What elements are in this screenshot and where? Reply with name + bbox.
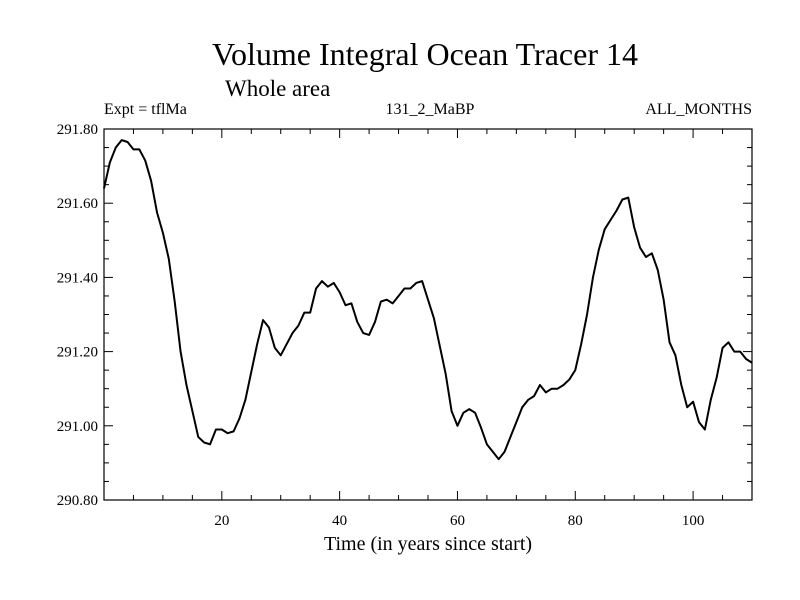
plot-frame [103,128,753,501]
x-tick-label: 60 [450,513,465,529]
y-tick-label: 290.80 [57,493,98,509]
y-tick-label: 291.20 [57,345,98,361]
x-tick-label: 100 [682,513,705,529]
x-tick-label: 20 [214,513,229,529]
axis-ticks [104,128,752,501]
y-tick-label: 291.40 [57,270,98,286]
run-label: 131_2_MaBP [385,101,475,118]
x-axis-label: Time (in years since start) [323,533,533,555]
experiment-label: Expt = tflMa [104,101,187,118]
y-tick-label: 291.00 [57,419,98,435]
chart-subtitle: Whole area [225,76,331,101]
y-tick-label: 291.60 [57,196,98,212]
x-tick-label: 80 [568,513,583,529]
months-label: ALL_MONTHS [645,101,752,118]
x-tick-label: 40 [332,513,347,529]
chart-title: Volume Integral Ocean Tracer 14 [212,36,638,72]
y-tick-label: 291.80 [57,122,98,138]
tick-labels: 290.80 291.00 291.20 291.40 291.60 291.80 20 40… [57,122,705,529]
series-line [103,139,753,461]
